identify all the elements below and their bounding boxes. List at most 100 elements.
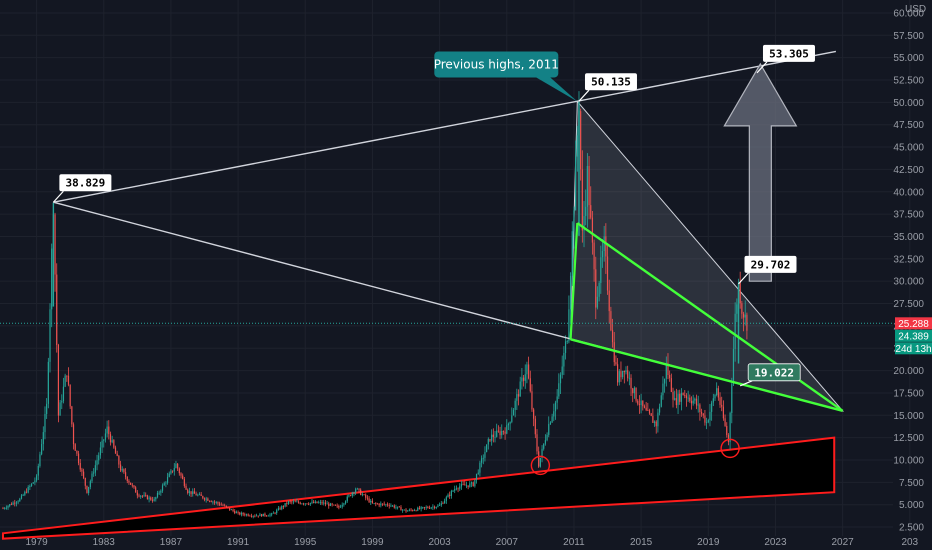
candle-body (402, 509, 404, 511)
candle-body (59, 402, 61, 416)
badge-box (895, 342, 932, 355)
candle-body (672, 391, 674, 400)
candle-body (71, 406, 73, 425)
y-tick-label: 2.500 (899, 523, 924, 534)
candle-body (670, 378, 672, 392)
candle-body (462, 484, 464, 485)
candle-body (62, 386, 65, 402)
candle-body (170, 470, 172, 474)
candle-body (630, 377, 632, 389)
candle-body (262, 513, 264, 517)
candle-body (160, 490, 162, 493)
candle-body (427, 507, 429, 509)
y-tick-label: 55.000 (893, 53, 924, 64)
candle-body (736, 304, 738, 314)
candle-body (603, 236, 605, 252)
candle-body (83, 471, 85, 478)
note-label: 19.022 (754, 366, 794, 379)
candle-body (109, 434, 112, 443)
candle-body (113, 440, 115, 448)
candle-body (168, 473, 170, 477)
candle-body (731, 384, 733, 413)
candle-body (640, 400, 642, 406)
candle-body (304, 503, 306, 505)
candle-body (314, 501, 316, 503)
candle-body (430, 507, 432, 509)
candle-body (208, 500, 211, 502)
candle-body (596, 296, 599, 308)
candle-body (662, 383, 664, 396)
candle-body (235, 512, 238, 514)
candle-body (153, 499, 155, 501)
candle-body (573, 210, 575, 232)
candle-body (37, 465, 39, 476)
candle-body (744, 314, 746, 318)
candle-body (487, 439, 489, 445)
green-wedge-lower-line (570, 338, 843, 412)
candle-body (669, 375, 671, 379)
candle-body (297, 501, 300, 503)
candle-body (746, 314, 748, 331)
candle-body (103, 439, 105, 441)
candle-body (655, 421, 657, 427)
candle-body (652, 415, 654, 423)
candle-body (49, 309, 51, 362)
candle-body (422, 507, 424, 508)
candle-body (343, 503, 345, 505)
candle-body (556, 396, 558, 403)
candle-body (420, 507, 422, 509)
candle-body (114, 447, 117, 454)
candle-body (457, 488, 459, 490)
candle-body (294, 501, 296, 503)
candle-body (569, 275, 572, 310)
candle-body (464, 484, 466, 486)
candle-body (213, 501, 216, 503)
note-pointer (738, 272, 749, 285)
candle-body (155, 497, 157, 500)
candle-body (32, 482, 34, 484)
candle-body (687, 397, 689, 399)
candle-body (306, 503, 308, 505)
candle-body (559, 374, 562, 384)
candle-body (277, 508, 279, 511)
candle-body (665, 363, 667, 379)
candle-body (350, 495, 352, 496)
candle-body (272, 512, 274, 514)
candle-body (474, 479, 476, 487)
candle-body (613, 342, 615, 363)
candle-body (554, 402, 557, 412)
candle-body (261, 514, 263, 517)
candle-body (185, 485, 187, 490)
candle-body (254, 515, 256, 517)
candle-body (219, 503, 221, 505)
candle-body (722, 406, 724, 419)
x-tick-label: 1983 (93, 537, 116, 548)
y-tick-label: 52.500 (893, 76, 924, 87)
candle-body (677, 393, 679, 406)
candle-body (108, 426, 110, 435)
candle-body (143, 495, 145, 496)
candle-body (35, 475, 38, 481)
candle-body (724, 418, 726, 426)
candle-body (591, 217, 594, 243)
candle-body (269, 514, 271, 516)
candle-body (386, 504, 389, 506)
candle-body (620, 371, 622, 378)
candle-body (534, 418, 536, 435)
candle-body (200, 494, 202, 496)
candle-body (333, 504, 335, 506)
candle-body (435, 506, 437, 508)
candle-body (571, 231, 573, 276)
candle-body (531, 391, 533, 410)
candle-body (106, 426, 108, 434)
candle-body (212, 501, 214, 503)
candle-body (239, 512, 241, 515)
candle-body (69, 384, 71, 407)
candle-body (549, 422, 552, 425)
candle-body (301, 503, 303, 505)
y-tick-label: 27.500 (893, 299, 924, 310)
candle-body (353, 492, 355, 494)
candle-body (316, 501, 318, 503)
